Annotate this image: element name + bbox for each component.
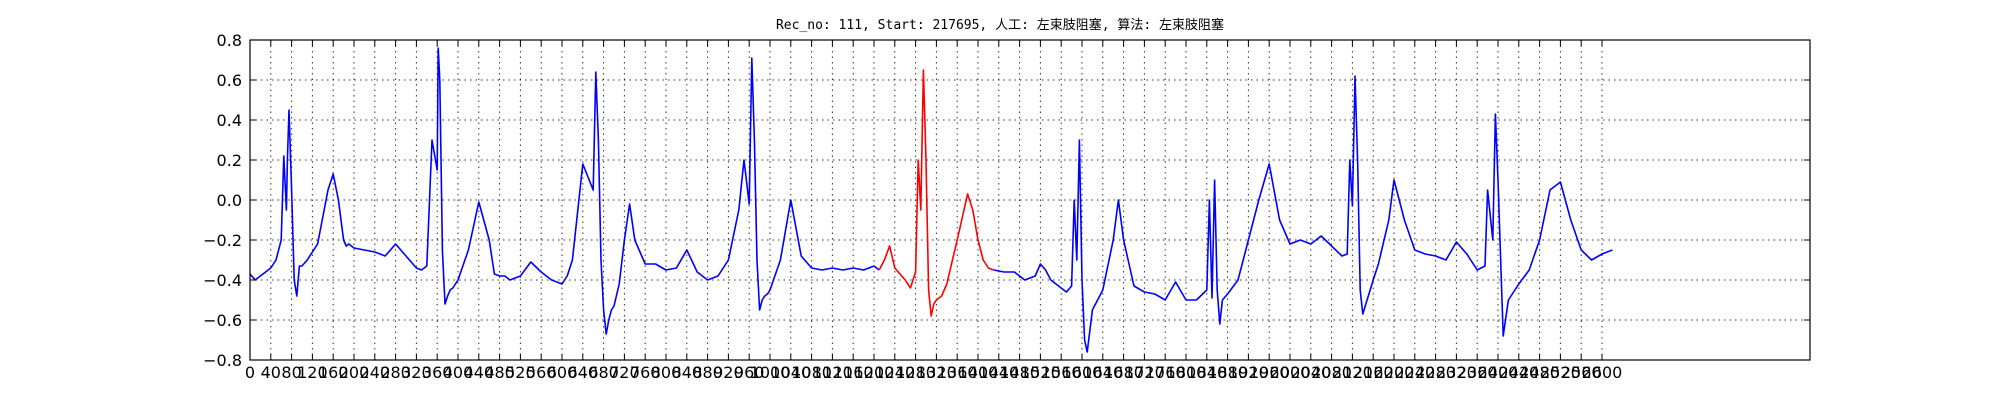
x-tick-label: 240 [360,363,391,382]
x-tick-label: 2560 [1561,363,1602,382]
x-tick-label: 640 [568,363,599,382]
y-tick-label: 0.8 [217,31,242,50]
x-tick-label: 2240 [1394,363,1435,382]
x-tick-label: 2120 [1332,363,1373,382]
x-tick-label: 1960 [1249,363,1290,382]
x-tick-label: 2360 [1457,363,1498,382]
x-tick-label: 1440 [978,363,1019,382]
x-tick-label: 440 [464,363,495,382]
x-tick-label: 840 [672,363,703,382]
x-tick-label: 560 [526,363,557,382]
y-tick-label: −0.6 [203,311,242,330]
x-tick-label: 1520 [1020,363,1061,382]
x-tick-label: 1240 [874,363,915,382]
x-tick-label: 1800 [1166,363,1207,382]
x-tick-label: 1280 [895,363,936,382]
x-tick-label: 1920 [1228,363,1269,382]
x-tick-label: 160 [318,363,349,382]
x-tick-label: 2160 [1353,363,1394,382]
ecg-series-line-1 [878,69,994,317]
y-tick-label: 0.6 [217,71,242,90]
x-tick-label: 800 [651,363,682,382]
x-tick-label: 1040 [770,363,811,382]
x-tick-label: 120 [297,363,328,382]
x-tick-label: 720 [609,363,640,382]
x-tick-label: 1560 [1041,363,1082,382]
x-tick-label: 80 [281,363,301,382]
y-tick-label: −0.4 [203,271,242,290]
x-tick-label: 1640 [1082,363,1123,382]
x-tick-label: 760 [630,363,661,382]
x-tick-label: 280 [380,363,411,382]
x-tick-label: 40 [261,363,281,382]
x-tick-label: 2400 [1478,363,1519,382]
x-tick-label: 0 [245,363,255,382]
x-tick-label: 1600 [1062,363,1103,382]
x-tick-label: 2320 [1436,363,1477,382]
x-tick-label: 1200 [854,363,895,382]
y-tick-label: 0.4 [217,111,242,130]
y-tick-label: −0.8 [203,351,242,370]
x-axis: 0 40 8012016020024028032036040044048052056… [245,40,1622,382]
x-tick-label: 1680 [1103,363,1144,382]
x-tick-label: 1080 [791,363,832,382]
y-tick-label: 0.2 [217,151,242,170]
x-tick-label: 2520 [1540,363,1581,382]
y-tick-label: −0.2 [203,231,242,250]
x-tick-label: 1360 [937,363,978,382]
x-tick-label: 1760 [1145,363,1186,382]
x-tick-label: 2280 [1415,363,1456,382]
x-tick-label: 1840 [1186,363,1227,382]
x-tick-label: 1880 [1207,363,1248,382]
x-tick-label: 320 [401,363,432,382]
x-tick-label: 1480 [999,363,1040,382]
series-lines [249,47,1613,353]
x-tick-label: 2440 [1498,363,1539,382]
x-tick-label: 920 [713,363,744,382]
chart-title: Rec_no: 111, Start: 217695, 人工: 左束肢阻塞, 算… [776,17,1224,33]
x-tick-label: 1120 [812,363,853,382]
y-axis: −0.8 −0.6 −0.4 −0.2 0.0 0.2 0.4 0.6 0.8 [203,31,1810,370]
x-tick-label: 880 [692,363,723,382]
x-tick-label: 480 [484,363,515,382]
x-tick-label: 360 [422,363,453,382]
x-tick-label: 1160 [833,363,874,382]
x-tick-label: 1720 [1124,363,1165,382]
x-tick-label: 200 [339,363,370,382]
ecg-series-line-2 [993,75,1613,353]
x-tick-label: 960 [734,363,765,382]
x-tick-label: 2000 [1270,363,1311,382]
x-tick-label: 1400 [958,363,999,382]
x-tick-label: 680 [588,363,619,382]
x-tick-label: 2040 [1290,363,1331,382]
x-tick-label: 1000 [750,363,791,382]
ecg-series-line-0 [249,47,880,335]
x-tick-label: 2480 [1519,363,1560,382]
y-tick-label: 0.0 [217,191,242,210]
x-tick-label: 600 [547,363,578,382]
x-tick-label: 2600 [1582,363,1623,382]
x-tick-label: 2200 [1374,363,1415,382]
x-tick-label: 400 [443,363,474,382]
x-tick-label: 1320 [916,363,957,382]
x-tick-label: 520 [505,363,536,382]
x-tick-label: 2080 [1311,363,1352,382]
gridlines [249,39,1810,361]
